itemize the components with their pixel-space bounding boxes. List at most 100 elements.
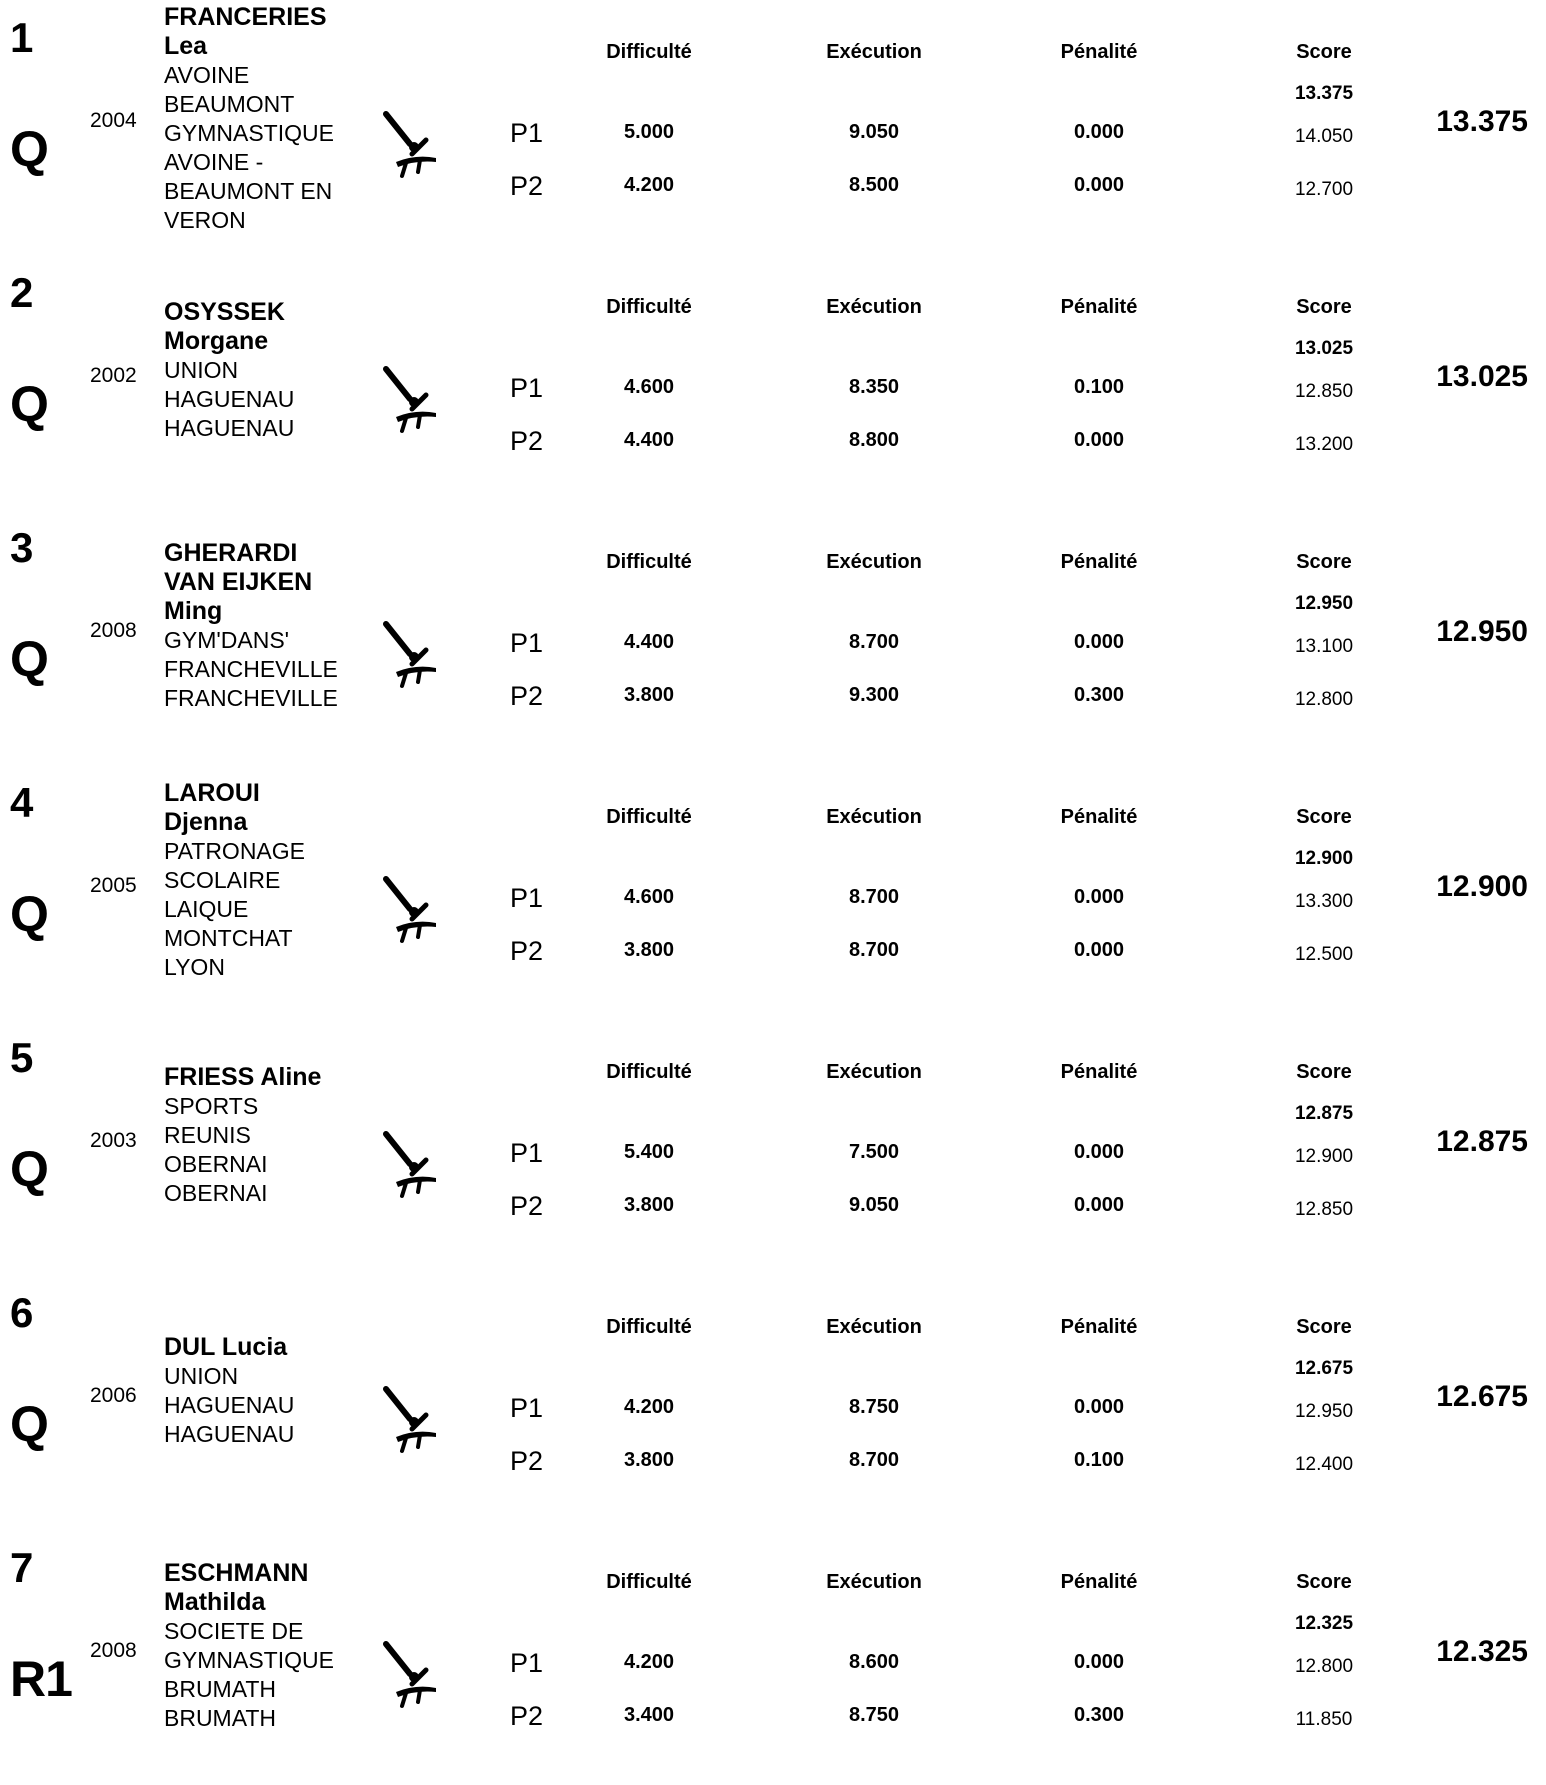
athlete-club: UNION HAGUENAU HAGUENAU bbox=[164, 356, 364, 443]
penalty-header: Pénalité bbox=[1060, 551, 1138, 573]
penalty-header: Pénalité bbox=[1060, 1316, 1138, 1338]
pass-score: 12.800 bbox=[1294, 1656, 1354, 1677]
athlete-info: GHERARDI VAN EIJKEN Ming GYM'DANS' FRANCHEV… bbox=[164, 539, 364, 713]
difficulty-value: 4.600 bbox=[623, 376, 675, 398]
execution-header: Exécution bbox=[826, 1061, 922, 1083]
score-header: Score bbox=[1296, 41, 1352, 63]
athlete-club-line: SOCIETE DE bbox=[164, 1618, 304, 1644]
athlete-name-line: Lea bbox=[164, 32, 208, 60]
athlete-name: OSYSSEK Morgane bbox=[164, 298, 364, 356]
score-header: Score bbox=[1296, 806, 1352, 828]
execution-value: 8.700 bbox=[848, 886, 900, 908]
athlete-club-line: UNION bbox=[164, 357, 239, 383]
execution-value: 8.750 bbox=[848, 1396, 900, 1418]
penalty-value: 0.000 bbox=[1073, 1651, 1125, 1673]
athlete-name-line: LAROUI bbox=[164, 779, 260, 807]
athlete-name-line: Morgane bbox=[164, 327, 269, 355]
difficulty-header: Difficulté bbox=[606, 1061, 692, 1083]
score-header: Score bbox=[1296, 1316, 1352, 1338]
execution-value: 9.300 bbox=[848, 684, 900, 706]
athlete-club-line: FRANCHEVILLE bbox=[164, 685, 338, 711]
best-score: 12.675 bbox=[1294, 1358, 1354, 1379]
execution-value: 8.700 bbox=[848, 631, 900, 653]
vault-apparatus-icon bbox=[383, 111, 436, 178]
penalty-value: 0.100 bbox=[1073, 1449, 1125, 1471]
athlete-club-line: GYMNASTIQUE bbox=[164, 120, 334, 146]
birth-year: 2008 bbox=[90, 1639, 137, 1662]
execution-header: Exécution bbox=[826, 806, 922, 828]
penalty-value: 0.000 bbox=[1073, 939, 1125, 961]
result-entry: 7 R1 2008 ESCHMANN Mathilda SOCIETE DE GYM… bbox=[0, 1530, 1546, 1785]
birth-year: 2002 bbox=[90, 364, 137, 387]
pass-score: 11.850 bbox=[1295, 1709, 1353, 1730]
difficulty-value: 3.800 bbox=[623, 684, 675, 706]
score-header: Score bbox=[1296, 1061, 1352, 1083]
athlete-info: ESCHMANN Mathilda SOCIETE DE GYMNASTIQUE BR… bbox=[164, 1559, 364, 1733]
qualification-status: Q bbox=[10, 1396, 49, 1452]
result-entry: 4 Q 2005 LAROUI Djenna PATRONAGE SCOLAIRE L… bbox=[0, 765, 1546, 1020]
athlete-club-line: SPORTS bbox=[164, 1093, 259, 1119]
pass-label: P2 bbox=[510, 171, 544, 201]
pass-label: P2 bbox=[510, 1191, 544, 1221]
pass-score: 13.100 bbox=[1294, 636, 1354, 657]
rank: 2 bbox=[10, 269, 33, 316]
rank: 7 bbox=[10, 1544, 33, 1591]
pass-score: 12.500 bbox=[1294, 944, 1354, 965]
final-score: 12.900 bbox=[1436, 870, 1528, 903]
difficulty-value: 4.600 bbox=[623, 886, 675, 908]
pass-label: P1 bbox=[510, 1138, 544, 1168]
birth-year: 2008 bbox=[90, 619, 137, 642]
rank: 1 bbox=[10, 14, 33, 61]
result-entry: 3 Q 2008 GHERARDI VAN EIJKEN Ming GYM'DANS… bbox=[0, 510, 1546, 765]
athlete-club: AVOINE BEAUMONT GYMNASTIQUE AVOINE - BEAUMON… bbox=[164, 61, 364, 235]
execution-value: 7.500 bbox=[848, 1141, 900, 1163]
penalty-value: 0.000 bbox=[1073, 121, 1125, 143]
vault-apparatus-icon bbox=[383, 366, 436, 433]
execution-header: Exécution bbox=[826, 551, 922, 573]
athlete-name-line: ESCHMANN bbox=[164, 1559, 309, 1587]
difficulty-value: 3.800 bbox=[623, 1449, 675, 1471]
pass-score: 12.700 bbox=[1294, 179, 1354, 200]
athlete-club: UNION HAGUENAU HAGUENAU bbox=[164, 1362, 364, 1449]
execution-value: 9.050 bbox=[848, 121, 900, 143]
vault-apparatus-icon bbox=[383, 1641, 436, 1708]
athlete-club: PATRONAGE SCOLAIRE LAIQUE MONTCHAT LYON bbox=[164, 837, 364, 982]
result-entry: 5 Q 2003 FRIESS Aline SPORTS REUNIS OBERNA… bbox=[0, 1020, 1546, 1275]
execution-value: 9.050 bbox=[848, 1194, 900, 1216]
athlete-name-line: VAN EIJKEN bbox=[164, 568, 313, 596]
athlete-club-line: PATRONAGE bbox=[164, 838, 305, 864]
final-score: 12.950 bbox=[1436, 615, 1528, 648]
athlete-name-line: Mathilda bbox=[164, 1588, 266, 1616]
difficulty-value: 4.200 bbox=[623, 1651, 675, 1673]
pass-label: P2 bbox=[510, 1446, 544, 1476]
final-score: 12.675 bbox=[1436, 1380, 1528, 1413]
athlete-name-line: Ming bbox=[164, 597, 223, 625]
birth-year: 2006 bbox=[90, 1384, 137, 1407]
athlete-club: SPORTS REUNIS OBERNAI OBERNAI bbox=[164, 1092, 364, 1208]
pass-score: 13.200 bbox=[1294, 434, 1354, 455]
pass-label: P1 bbox=[510, 1648, 544, 1678]
pass-label: P1 bbox=[510, 118, 544, 148]
pass-score: 12.400 bbox=[1294, 1454, 1354, 1475]
pass-score: 12.800 bbox=[1294, 689, 1354, 710]
execution-value: 8.700 bbox=[848, 1449, 900, 1471]
pass-label: P2 bbox=[510, 681, 544, 711]
execution-value: 8.700 bbox=[848, 939, 900, 961]
penalty-header: Pénalité bbox=[1060, 41, 1138, 63]
difficulty-header: Difficulté bbox=[606, 296, 692, 318]
difficulty-header: Difficulté bbox=[606, 806, 692, 828]
best-score: 13.375 bbox=[1294, 83, 1354, 104]
athlete-info: LAROUI Djenna PATRONAGE SCOLAIRE LAIQUE MONT… bbox=[164, 779, 364, 982]
athlete-info: OSYSSEK Morgane UNION HAGUENAU HAGUENAU bbox=[164, 298, 364, 443]
difficulty-header: Difficulté bbox=[606, 1316, 692, 1338]
pass-score: 14.050 bbox=[1294, 126, 1354, 147]
final-score: 12.875 bbox=[1436, 1125, 1528, 1158]
athlete-name-line: DUL Lucia bbox=[164, 1333, 288, 1361]
result-entry: 2 Q 2002 OSYSSEK Morgane UNION HAGUENAU HAG… bbox=[0, 255, 1546, 510]
athlete-club-line: AVOINE bbox=[164, 62, 250, 88]
qualification-status: Q bbox=[10, 1141, 49, 1197]
athlete-name: ESCHMANN Mathilda bbox=[164, 1559, 364, 1617]
rank: 5 bbox=[10, 1034, 33, 1081]
athlete-club-line: VERON bbox=[164, 207, 246, 233]
difficulty-value: 4.400 bbox=[623, 429, 675, 451]
